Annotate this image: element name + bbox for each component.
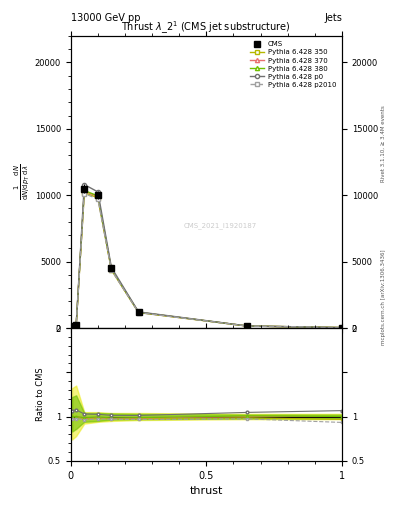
Text: 13000 GeV pp: 13000 GeV pp [71, 13, 140, 23]
Pythia 6.428 380 [95, 193, 100, 199]
Pythia 6.428 350 [244, 323, 250, 329]
Pythia 6.428 p2010 [136, 310, 141, 316]
Pythia 6.428 p0 [70, 323, 74, 329]
Pythia 6.428 350 [95, 195, 100, 201]
X-axis label: thrust: thrust [190, 486, 223, 496]
Pythia 6.428 370 [95, 194, 100, 200]
Pythia 6.428 380 [70, 323, 74, 329]
Pythia 6.428 370 [136, 309, 141, 315]
Pythia 6.428 p0 [340, 325, 344, 331]
Pythia 6.428 p0 [244, 323, 250, 329]
Pythia 6.428 350 [109, 267, 114, 273]
Pythia 6.428 p0 [136, 309, 141, 315]
Pythia 6.428 380 [244, 323, 250, 329]
Pythia 6.428 380 [136, 309, 141, 315]
Pythia 6.428 370 [340, 325, 344, 331]
Line: Pythia 6.428 380: Pythia 6.428 380 [70, 188, 344, 330]
Pythia 6.428 p2010 [74, 323, 79, 329]
Pythia 6.428 p0 [74, 322, 79, 328]
Line: Pythia 6.428 p0: Pythia 6.428 p0 [70, 182, 344, 330]
Pythia 6.428 p2010 [70, 323, 74, 329]
Pythia 6.428 380 [340, 325, 344, 331]
Text: Rivet 3.1.10, ≥ 3.4M events: Rivet 3.1.10, ≥ 3.4M events [381, 105, 386, 182]
Text: Jets: Jets [324, 13, 342, 23]
Line: Pythia 6.428 p2010: Pythia 6.428 p2010 [70, 191, 344, 330]
Legend: CMS, Pythia 6.428 350, Pythia 6.428 370, Pythia 6.428 380, Pythia 6.428 p0, Pyth: CMS, Pythia 6.428 350, Pythia 6.428 370,… [248, 39, 338, 90]
Text: CMS_2021_I1920187: CMS_2021_I1920187 [183, 222, 257, 229]
Pythia 6.428 p0 [95, 189, 100, 195]
Pythia 6.428 350 [82, 189, 86, 196]
Pythia 6.428 350 [74, 322, 79, 328]
Text: mcplots.cern.ch [arXiv:1306.3436]: mcplots.cern.ch [arXiv:1306.3436] [381, 249, 386, 345]
Y-axis label: $\frac{1}{\mathrm{d}N/\mathrm{d}p_T}\frac{\mathrm{d}N}{\mathrm{d}\lambda}$: $\frac{1}{\mathrm{d}N/\mathrm{d}p_T}\fra… [13, 164, 32, 200]
Pythia 6.428 370 [82, 188, 86, 194]
Pythia 6.428 p2010 [340, 325, 344, 331]
Line: Pythia 6.428 370: Pythia 6.428 370 [70, 189, 344, 330]
Pythia 6.428 370 [70, 323, 74, 329]
Pythia 6.428 p0 [109, 264, 114, 270]
Y-axis label: Ratio to CMS: Ratio to CMS [36, 368, 45, 421]
Title: Thrust $\lambda$_2$^1$ (CMS jet substructure): Thrust $\lambda$_2$^1$ (CMS jet substruc… [121, 19, 291, 36]
Pythia 6.428 p0 [82, 182, 86, 188]
Pythia 6.428 370 [109, 266, 114, 272]
Pythia 6.428 380 [82, 187, 86, 194]
Pythia 6.428 350 [136, 309, 141, 315]
Pythia 6.428 380 [74, 322, 79, 328]
Pythia 6.428 p2010 [244, 323, 250, 329]
Pythia 6.428 p2010 [109, 267, 114, 273]
Pythia 6.428 350 [340, 325, 344, 331]
Pythia 6.428 370 [244, 323, 250, 329]
Pythia 6.428 350 [70, 323, 74, 329]
Pythia 6.428 380 [109, 266, 114, 272]
Pythia 6.428 p2010 [95, 196, 100, 202]
Pythia 6.428 370 [74, 322, 79, 328]
Pythia 6.428 p2010 [82, 190, 86, 197]
Line: Pythia 6.428 350: Pythia 6.428 350 [70, 190, 344, 330]
